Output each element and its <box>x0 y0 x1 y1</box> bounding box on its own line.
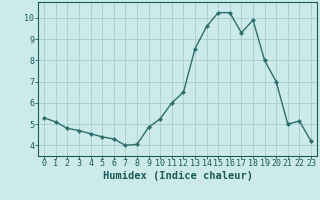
X-axis label: Humidex (Indice chaleur): Humidex (Indice chaleur) <box>103 171 252 181</box>
